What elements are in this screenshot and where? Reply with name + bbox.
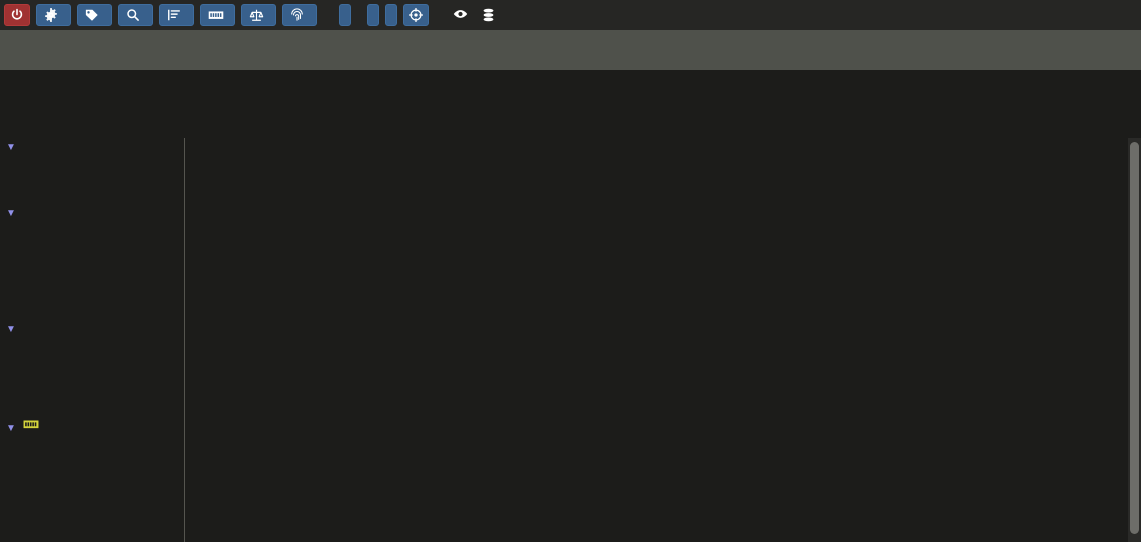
chevron-down-icon: ▼ [6,142,16,153]
chevron-down-icon: ▼ [6,324,16,335]
frame-dropdown-button[interactable] [385,4,397,26]
frame-next-button[interactable] [367,4,379,26]
power-icon [10,8,24,22]
group-header-game[interactable]: ▼ [6,320,19,335]
fingerprint-icon [290,8,304,22]
frame-overview-strip[interactable] [0,30,1141,70]
view-time-stat [451,8,474,22]
timeline-vertical-scrollbar[interactable] [1128,138,1141,542]
statistics-button[interactable] [159,4,194,26]
scrollbar-thumb[interactable] [1130,142,1139,534]
memory-usage-chart [0,138,1128,542]
group-header-memory[interactable]: ▼ [6,419,42,434]
timeline-cursor-line [184,138,185,542]
group-header-opengl[interactable]: ▼ [6,138,19,153]
group-header-main-thread[interactable]: ▼ [6,204,19,219]
main-toolbar [0,0,1141,30]
total-time-stat [480,8,503,22]
center-view-button[interactable] [403,4,429,26]
frame-prev-button[interactable] [339,4,351,26]
frame-set-row-game[interactable] [0,119,1141,138]
chevron-down-icon: ▼ [6,208,16,219]
crosshair-icon [409,8,423,22]
eye-icon [453,8,468,22]
tag-icon [85,8,99,22]
chevron-down-icon: ▼ [6,423,16,434]
info-button[interactable] [282,4,317,26]
search-icon [126,8,140,22]
gear-icon [44,8,58,22]
options-button[interactable] [36,4,71,26]
compare-button[interactable] [241,4,276,26]
memory-icon [208,8,224,22]
messages-button[interactable] [77,4,112,26]
statistics-icon [167,8,181,22]
scales-icon [249,8,264,22]
memory-icon [23,419,38,433]
memory-button[interactable] [200,4,235,26]
timeline-ruler[interactable] [0,70,1141,100]
frame-set-row-primary[interactable] [0,100,1141,119]
power-button[interactable] [4,4,30,26]
database-icon [482,8,496,22]
timeline-view[interactable]: ▼ ▼ ▼ ▼ [0,138,1141,542]
find-zone-button[interactable] [118,4,153,26]
